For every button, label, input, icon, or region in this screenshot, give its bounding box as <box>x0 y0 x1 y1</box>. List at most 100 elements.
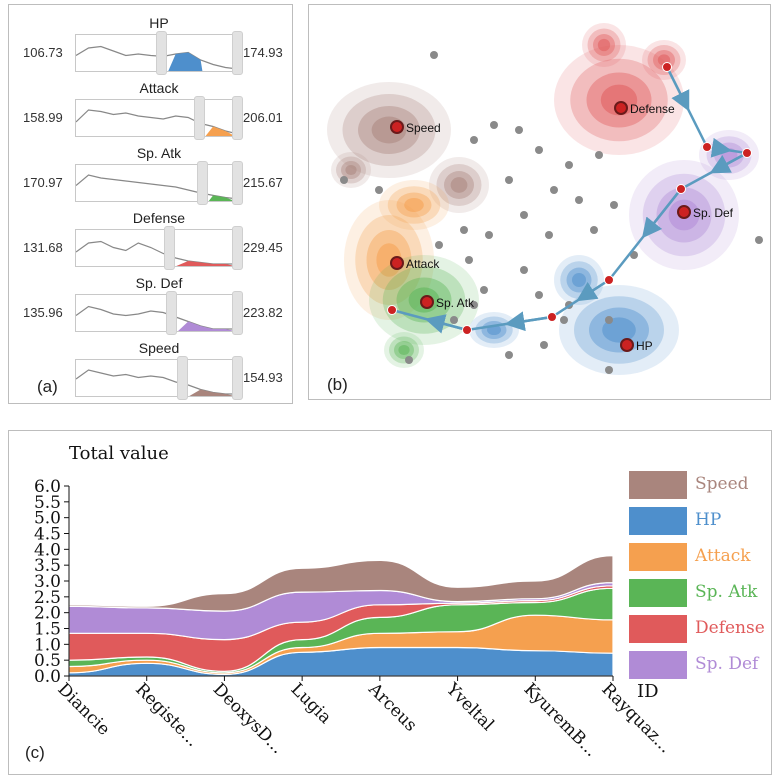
path-node <box>462 325 472 335</box>
range-handle-left[interactable] <box>193 96 205 140</box>
cluster-density-area <box>572 273 586 287</box>
attribute-range-slider[interactable] <box>75 226 243 270</box>
y-tick-label: 1.5 <box>34 620 61 640</box>
distribution-line <box>76 240 238 265</box>
distribution-line <box>76 369 238 395</box>
cluster-density-area <box>398 344 410 356</box>
attribute-range-slider[interactable] <box>75 96 243 140</box>
attribute-min-value: 135.96 <box>23 305 63 320</box>
selected-range-fill <box>205 126 235 136</box>
data-point <box>520 211 528 219</box>
cluster-density-area <box>600 84 638 116</box>
y-tick-label: 3.0 <box>34 572 61 592</box>
cluster-density-area <box>597 38 611 52</box>
attribute-max-value: 206.01 <box>243 110 283 125</box>
range-handle-right[interactable] <box>232 291 243 335</box>
y-tick-label: 5.5 <box>34 493 61 513</box>
x-tick-label: Lugia <box>287 679 336 728</box>
data-point <box>465 256 473 264</box>
attribute-range-slider[interactable] <box>75 161 243 205</box>
cluster-center <box>620 338 634 352</box>
range-handle-left[interactable] <box>196 161 208 205</box>
legend-swatch <box>629 507 687 535</box>
range-handle-right[interactable] <box>232 161 243 205</box>
cluster-center <box>390 256 404 270</box>
legend-swatch <box>629 651 687 679</box>
attribute-min-value: 106.73 <box>23 45 63 60</box>
distribution-curve <box>76 305 238 331</box>
attribute-max-value: 154.93 <box>243 370 283 385</box>
data-point <box>540 341 548 349</box>
cluster-center <box>390 120 404 134</box>
y-tick-label: 2.0 <box>34 604 61 624</box>
legend-label: Sp. Atk <box>695 582 758 602</box>
stacked-area-panel: Total value 0.0 0.5 1.0 1.5 2.0 2.5 3.0 3.5 4.0 4.… <box>8 430 772 775</box>
data-point <box>610 201 618 209</box>
panel-label-a: (a) <box>37 377 58 396</box>
path-node <box>604 275 614 285</box>
x-tick-label: Registe... <box>131 679 202 750</box>
distribution-curve <box>76 240 238 266</box>
range-handle-right[interactable] <box>232 226 243 270</box>
legend-swatch <box>629 579 687 607</box>
range-handle-left[interactable] <box>166 291 178 335</box>
path-node <box>742 148 752 158</box>
legend-label: Sp. Def <box>695 654 759 674</box>
x-tick-label: KyuremB... <box>520 679 601 760</box>
range-handle-left[interactable] <box>164 226 176 270</box>
data-point <box>405 356 413 364</box>
attribute-max-value: 215.67 <box>243 175 283 190</box>
path-node <box>387 305 397 315</box>
range-handle-right[interactable] <box>232 96 243 140</box>
projection-map-panel: Speed Defense Sp. Def Attack Sp. Atk HP (b) <box>308 4 771 400</box>
range-handle-left[interactable] <box>177 356 189 400</box>
cluster-center <box>677 205 691 219</box>
y-tick-label: 5.0 <box>34 509 61 529</box>
distribution-curve <box>76 369 238 396</box>
x-axis-label: ID <box>637 681 659 702</box>
range-handle-right[interactable] <box>232 31 243 75</box>
data-point <box>485 231 493 239</box>
data-point <box>505 351 513 359</box>
cluster-density-area <box>345 164 357 176</box>
path-arrow <box>504 311 553 332</box>
attribute-min-value: 131.68 <box>23 240 63 255</box>
data-point <box>470 136 478 144</box>
path-arrow <box>424 314 468 334</box>
attribute-range-slider[interactable] <box>75 31 243 75</box>
data-point <box>755 236 763 244</box>
legend-swatch <box>629 471 687 499</box>
attribute-range-slider[interactable] <box>75 291 243 335</box>
attribute-max-value: 223.82 <box>243 305 283 320</box>
data-point <box>375 186 383 194</box>
data-point <box>520 266 528 274</box>
path-arrow <box>576 278 610 302</box>
data-point <box>340 176 348 184</box>
range-handle-left[interactable] <box>156 31 168 75</box>
range-handle-right[interactable] <box>232 356 243 400</box>
data-point <box>535 291 543 299</box>
cluster-label: Attack <box>406 257 440 271</box>
cluster-center <box>420 295 434 309</box>
data-point <box>565 161 573 169</box>
cluster-density-area <box>602 317 636 343</box>
x-tick-label: DeoxysD... <box>209 679 288 758</box>
attribute-max-value: 229.45 <box>243 240 283 255</box>
selected-range-fill <box>178 321 235 331</box>
path-arrow <box>641 188 682 239</box>
data-point <box>505 176 513 184</box>
data-point <box>450 316 458 324</box>
attribute-range-slider[interactable] <box>75 356 243 400</box>
data-point <box>460 226 468 234</box>
data-point <box>575 196 583 204</box>
panel-label-c: (c) <box>25 743 45 762</box>
projection-map[interactable]: Speed Defense Sp. Def Attack Sp. Atk HP <box>309 5 770 399</box>
attribute-filter-panel: HP 106.73 174.93 Attack 158.99 206.01 Sp. Atk 1… <box>8 4 293 404</box>
data-point <box>490 121 498 129</box>
x-tick-label: Diancie <box>53 679 113 739</box>
data-point <box>595 151 603 159</box>
distribution-line <box>76 109 238 135</box>
attribute-title: Defense <box>132 210 186 226</box>
attribute-min-value: 170.97 <box>23 175 63 190</box>
cluster-label: Speed <box>406 121 441 135</box>
